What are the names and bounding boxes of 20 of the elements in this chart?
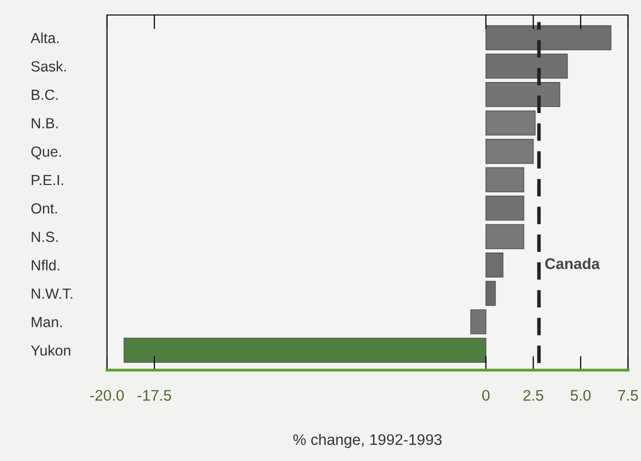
x-axis-title: % change, 1992-1993 — [293, 434, 442, 448]
y-tick-label: P.E.I. — [32, 175, 64, 186]
y-tick-label: Alta. — [30, 32, 58, 44]
y-tick-label: N.W.T. — [32, 288, 72, 299]
y-tick-label: N.B. — [32, 118, 58, 128]
x-tick-label: 7.5 — [618, 390, 638, 401]
y-tick-label: Man. — [32, 317, 62, 328]
y-tick-label: Yukon — [30, 344, 70, 356]
x-tick-label: 2.5 — [523, 390, 544, 401]
y-tick-label: B.C. — [32, 90, 58, 100]
x-tick-label: 0 — [482, 390, 490, 401]
y-tick-label: Que. — [31, 146, 61, 160]
y-tick-label: Sask. — [31, 60, 66, 72]
x-tick-label: -17.5 — [138, 390, 172, 401]
ref-line-label: Canada — [545, 258, 600, 270]
y-tick-label: Ont. — [31, 203, 57, 214]
x-tick-label: 5.0 — [570, 390, 591, 401]
y-tick-label: Nfld. — [32, 260, 60, 270]
x-tick-label: -20.0 — [90, 390, 124, 401]
y-tick-label: N.S. — [32, 232, 58, 242]
